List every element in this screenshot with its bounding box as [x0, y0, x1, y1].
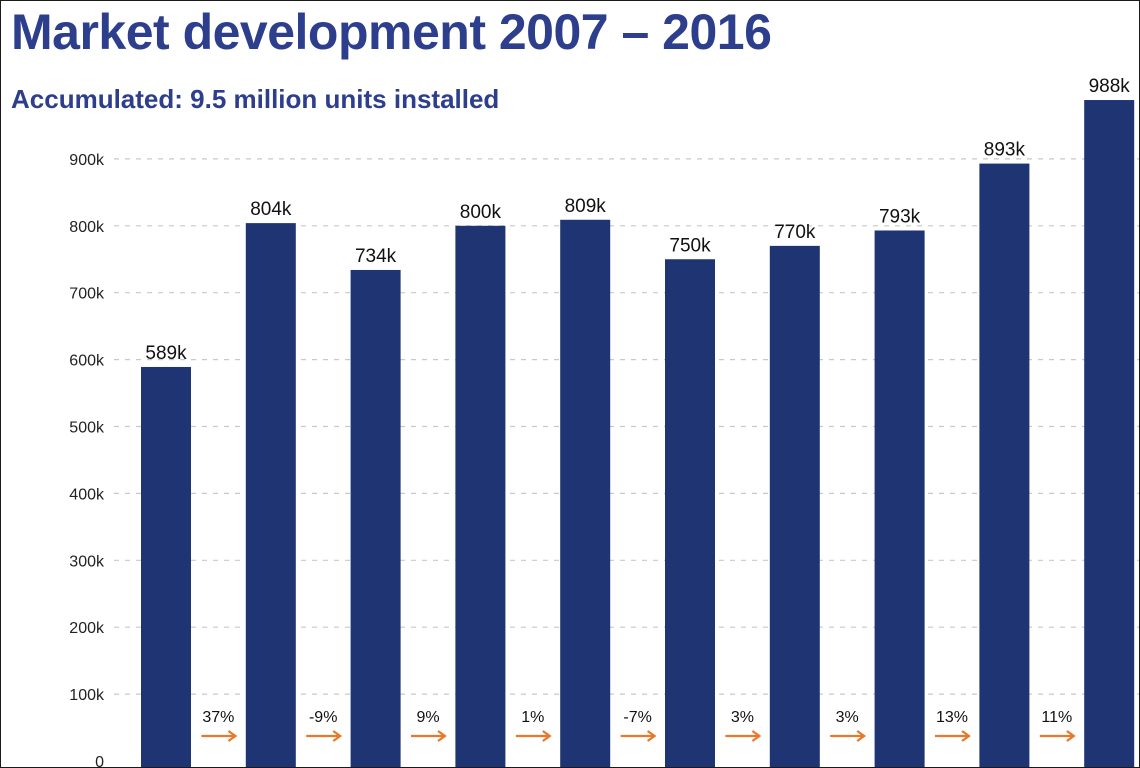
growth-label: -7% — [623, 709, 651, 726]
bar — [141, 366, 191, 767]
growth-arrow-icon — [830, 730, 867, 742]
chart-subtitle: Accumulated: 9.5 million units installed — [11, 84, 500, 114]
bar — [874, 230, 925, 767]
growth-arrow-icon — [306, 730, 343, 742]
bar — [560, 219, 611, 767]
bar — [979, 163, 1030, 767]
growth-arrow-icon — [935, 730, 971, 742]
y-tick-label: 100k — [69, 687, 105, 704]
growth-arrow-icon — [725, 730, 762, 742]
y-tick-label: 0 — [95, 754, 104, 767]
y-tick-label: 300k — [69, 553, 105, 570]
y-tick-label: 800k — [69, 219, 105, 236]
data-label: 793k — [879, 206, 921, 227]
growth-arrow-icon — [1039, 730, 1076, 742]
bar — [769, 245, 820, 767]
growth-annotations: 37% -9% 9% 1% -7% 3% 3% 13% 11% — [201, 709, 1076, 742]
data-label: 589k — [145, 343, 187, 364]
bars: 589k 804k 734k 800k 809k 750k 770k 793k 893k 988k — [141, 76, 1135, 767]
data-label: 750k — [669, 235, 711, 256]
bar — [455, 225, 506, 767]
data-label: 893k — [984, 140, 1026, 161]
data-label: 734k — [355, 246, 397, 267]
y-tick-label: 500k — [69, 420, 105, 437]
growth-label: 13% — [936, 709, 968, 726]
y-tick-label: 900k — [69, 152, 105, 169]
data-label: 770k — [774, 222, 816, 243]
growth-arrow-icon — [411, 730, 447, 742]
growth-label: 3% — [731, 709, 754, 726]
data-label: 988k — [1089, 76, 1131, 97]
y-tick-label: 200k — [69, 620, 105, 637]
growth-label: 11% — [1041, 709, 1072, 726]
bar — [245, 223, 296, 767]
data-label: 800k — [460, 202, 502, 223]
growth-arrow-icon — [515, 730, 552, 742]
growth-label: 9% — [416, 709, 439, 726]
growth-label: 1% — [521, 709, 544, 726]
y-tick-label: 600k — [69, 353, 105, 370]
y-axis: 0 100k 200k 300k 400k 500k 600k 700k 800k 900k — [69, 152, 105, 767]
bar — [350, 269, 401, 767]
growth-label: -9% — [309, 709, 337, 726]
growth-label: 3% — [836, 709, 859, 726]
bar — [1084, 100, 1135, 767]
chart-title: Market development 2007 – 2016 — [11, 4, 772, 60]
growth-arrow-icon — [201, 730, 238, 742]
y-tick-label: 400k — [69, 486, 105, 503]
data-label: 804k — [250, 199, 292, 220]
bar — [665, 259, 715, 767]
data-label: 809k — [565, 196, 607, 217]
growth-arrow-icon — [620, 730, 657, 742]
growth-label: 37% — [202, 709, 234, 726]
y-tick-label: 700k — [69, 286, 105, 303]
